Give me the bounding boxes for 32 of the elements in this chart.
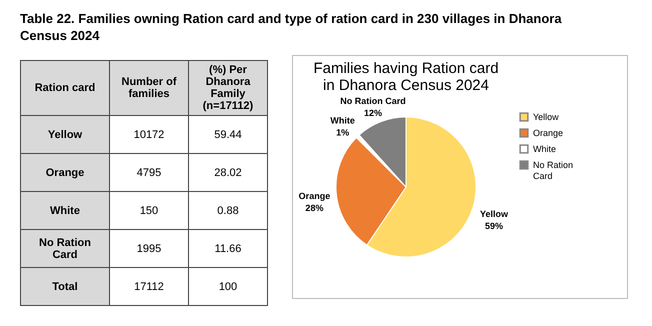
- data-label: 4795: [110, 154, 188, 192]
- slice-label: Yellow: [480, 208, 509, 219]
- data-label: 10172: [110, 116, 188, 154]
- data-label: 28%: [305, 202, 324, 213]
- slice-label: No Ration Card: [340, 96, 406, 106]
- slice-label: Orange: [298, 190, 330, 201]
- text: (%) Per Dhanora Family (n=17112): [188, 60, 268, 116]
- data-label: 12%: [364, 108, 382, 118]
- category-label: No Ration Card: [20, 230, 110, 268]
- data-label: 59%: [484, 220, 503, 231]
- data-label: 0.88: [188, 192, 268, 230]
- data-label: 59.44: [188, 116, 268, 154]
- data-label: 11.66: [188, 230, 268, 268]
- category-label: White: [533, 144, 556, 154]
- text: Table 22. Families owning Ration card and type of ration card in 230 villages in Dhanora Census 2024: [20, 10, 563, 44]
- legend-title: Ration card: [20, 60, 110, 116]
- data-label: 17112: [110, 268, 188, 306]
- category-label: White: [20, 192, 110, 230]
- data-label: 100: [188, 268, 268, 306]
- legend-label: No Ration Card: [533, 160, 574, 181]
- data-label: 1995: [110, 230, 188, 268]
- slice-label: White: [330, 115, 355, 126]
- data-label: 28.02: [188, 154, 268, 192]
- chart-title: Families having Ration card in Dhanora Census 2024: [313, 60, 499, 94]
- legend-label: Orange: [533, 128, 564, 138]
- category-label: Orange: [20, 154, 110, 192]
- legend-label: Yellow: [533, 112, 560, 122]
- text: Number of families: [110, 60, 188, 116]
- category-label: Yellow: [20, 116, 110, 154]
- category-label: Total: [20, 268, 110, 306]
- data-label: 1%: [336, 127, 350, 138]
- data-label: 150: [110, 192, 188, 230]
